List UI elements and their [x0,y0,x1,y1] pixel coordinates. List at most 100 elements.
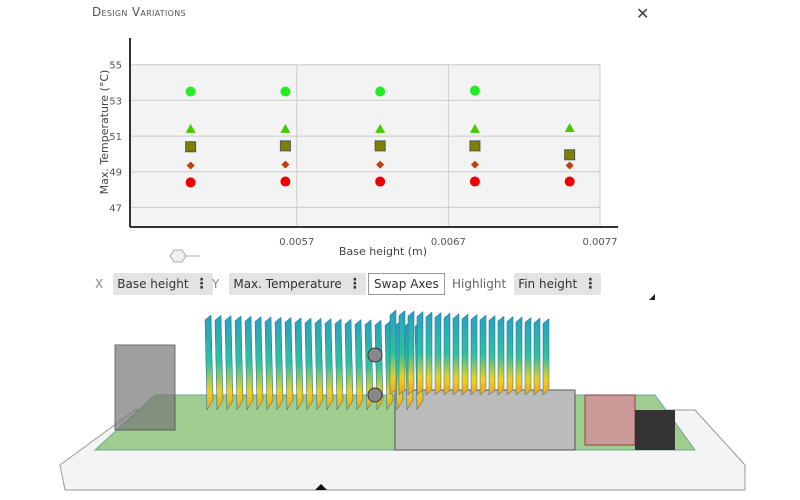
x-axis-value: Base height [117,277,189,291]
ethernet-ports [394,389,576,451]
fin [407,310,415,396]
data-point [280,86,291,97]
x-axis-select[interactable]: Base height ⋮ [113,273,213,295]
fin [244,315,254,411]
data-point [279,140,291,152]
connector-component [114,344,176,431]
data-point [469,85,480,96]
data-point [185,86,196,97]
fin [354,318,364,411]
fin [234,315,244,411]
fin [542,317,550,396]
data-point [469,140,481,152]
heatsink-fins [204,309,550,411]
fin [452,312,460,396]
fin [334,318,344,411]
data-point [564,123,575,133]
fin [398,309,406,396]
heatsink-3d-view[interactable] [55,300,755,500]
highlight-control: Highlight Fin height ⋮ [452,273,602,295]
fin [204,314,214,411]
port-component [584,394,636,446]
fin [506,315,514,396]
jack-component [635,410,675,450]
x-label: X [95,277,104,291]
x-tick-label: 0.0067 [431,237,466,248]
data-point [470,160,479,169]
y-tick-label: 55 [109,61,122,72]
fin [304,317,314,411]
data-point [565,161,574,170]
data-point [376,160,385,169]
fin [344,318,354,411]
fin [416,310,424,396]
fin [284,316,294,411]
fin [479,314,487,396]
vertical-dots-icon: ⋮ [347,276,362,292]
data-point [564,149,576,161]
fin [461,313,469,396]
fin [524,316,532,396]
y-tick-label: 49 [109,168,122,179]
data-point [374,140,386,152]
scroll-marker [315,484,327,490]
fin [324,318,334,411]
highlight-select[interactable]: Fin height ⋮ [514,273,602,295]
swap-axes-button[interactable]: Swap Axes [368,273,445,295]
slider-handle[interactable] [169,249,187,263]
fin [224,315,234,411]
fin [470,313,478,396]
vertical-dots-icon: ⋮ [194,276,209,292]
data-point [185,177,196,188]
fin [274,316,284,411]
y-tick-label: 51 [109,132,122,143]
y-axis-label: Max. Temperature (°C) [98,70,111,195]
data-point [280,176,291,187]
window-title: Design Variations [92,5,186,19]
data-point [469,123,480,133]
close-icon[interactable]: ✕ [636,4,650,23]
y-axis-select[interactable]: Max. Temperature ⋮ [229,273,366,295]
y-axis-control: Y Max. Temperature ⋮ [212,273,366,295]
data-point [564,176,575,187]
fin [425,311,433,396]
x-axis-label: Base height (m) [339,245,427,258]
data-point [375,123,386,133]
fin [515,316,523,396]
resize-handle[interactable] [649,294,655,300]
data-point [185,123,196,133]
y-tick-label: 47 [109,203,122,214]
fin [254,315,264,411]
highlight-value: Fin height [518,277,578,291]
data-point [469,176,480,187]
data-point [281,160,290,169]
scatter-chart: 47 49 51 53 55 0.0057 0.0067 0.0077 Base height … [98,38,618,263]
plot-area [130,64,600,227]
data-point [185,141,197,153]
fin [294,317,304,411]
y-label: Y [212,277,220,291]
fin [389,309,397,396]
fin [443,312,451,396]
data-point [186,161,195,170]
fin [214,314,224,411]
fin [488,314,496,396]
y-tick-label: 53 [109,96,122,107]
screw [367,387,383,403]
y-axis-value: Max. Temperature [233,277,342,291]
data-point [375,176,386,187]
fin [264,316,274,411]
highlight-label: Highlight [452,277,507,291]
fin [374,319,384,411]
fin [497,315,505,396]
data-point [280,123,291,133]
fin [434,311,442,396]
x-tick-label: 0.0077 [583,237,618,248]
fin [533,317,541,396]
x-axis-control: X Base height ⋮ [95,273,213,295]
data-point [375,86,386,97]
screw [367,347,383,363]
vertical-dots-icon: ⋮ [583,276,598,292]
fin [314,317,324,411]
x-tick-label: 0.0057 [279,237,314,248]
